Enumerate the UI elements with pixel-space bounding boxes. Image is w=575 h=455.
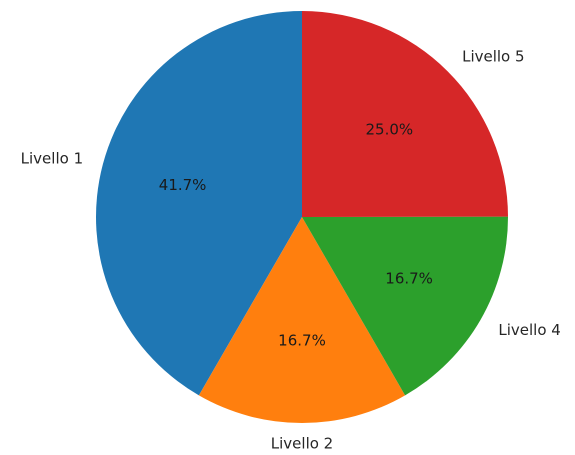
pie-slice-1 <box>95 11 302 396</box>
pie-slice-4 <box>302 11 508 217</box>
category-label-1: Livello 1 <box>21 149 83 167</box>
category-labels: Livello 1 Livello 2 Livello 4 Livello 5 <box>21 48 561 453</box>
category-label-4: Livello 5 <box>462 48 524 66</box>
pie-slices <box>95 11 509 424</box>
category-label-3: Livello 4 <box>498 321 560 339</box>
pct-label-4: 25.0% <box>366 121 414 139</box>
pct-label-3: 16.7% <box>385 270 433 288</box>
pct-label-1: 41.7% <box>159 176 207 194</box>
pie-slice-2 <box>198 217 406 424</box>
pct-label-2: 16.7% <box>278 332 326 350</box>
pie-slice-3 <box>302 216 509 396</box>
percentage-labels: 41.7% 16.7% 16.7% 25.0% <box>159 121 433 350</box>
category-label-2: Livello 2 <box>271 435 333 453</box>
